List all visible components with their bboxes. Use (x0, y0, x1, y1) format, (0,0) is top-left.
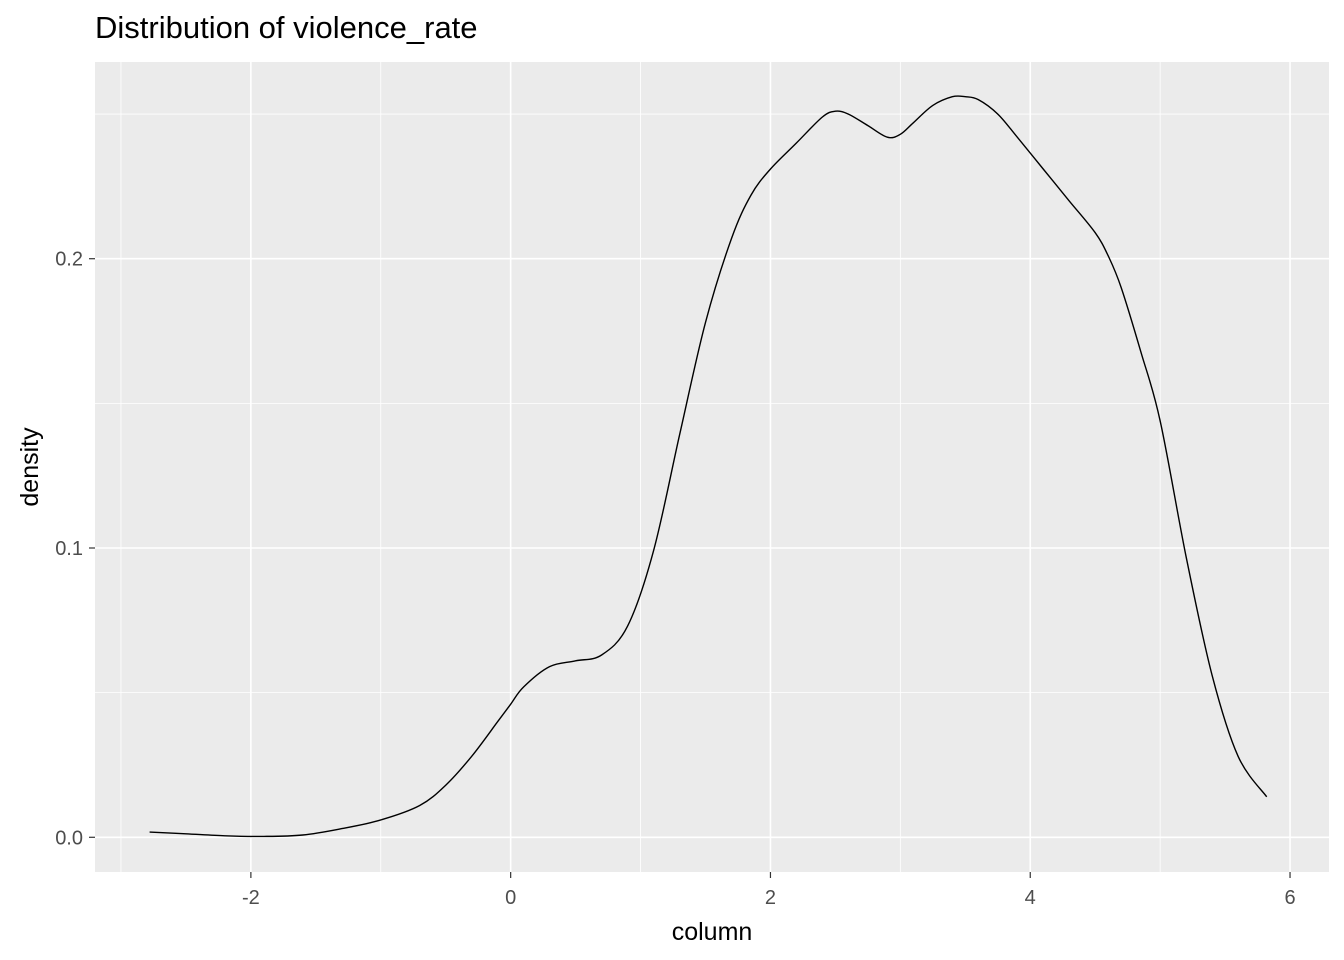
y-tick-label: 0.2 (55, 249, 83, 271)
y-tick-label: 0.1 (55, 538, 83, 560)
y-axis-title: density (16, 427, 44, 507)
x-tick-label: -2 (242, 887, 260, 909)
x-tick-label: 0 (505, 887, 516, 909)
density-curve (149, 95, 1268, 838)
y-tick-label: 0.0 (55, 827, 83, 849)
x-tick-label: 6 (1284, 887, 1295, 909)
x-axis-title: column (672, 918, 753, 946)
x-axis-ticks: -2 0 2 4 6 (242, 872, 1296, 909)
minor-gridlines (95, 62, 1329, 872)
chart-title: Distribution of violence_rate (95, 10, 478, 45)
major-gridlines (95, 62, 1329, 872)
y-axis-ticks: 0.0 0.1 0.2 (55, 249, 95, 849)
plot-panel (95, 62, 1329, 872)
x-tick-label: 4 (1025, 887, 1036, 909)
x-tick-label: 2 (765, 887, 776, 909)
